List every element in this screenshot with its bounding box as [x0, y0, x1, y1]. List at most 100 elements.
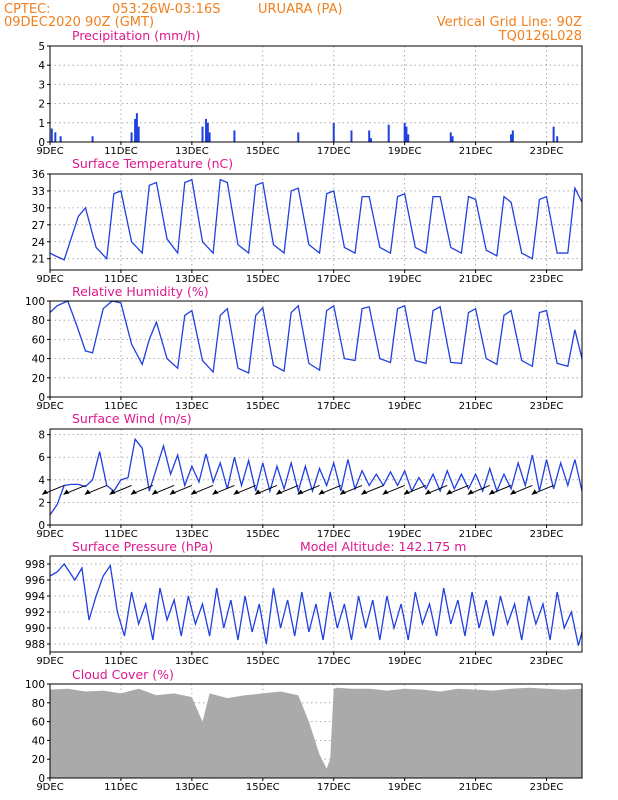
precip-bar [205, 118, 208, 142]
precip-bar [201, 126, 204, 142]
precip-frame [49, 45, 583, 143]
header-coords: 053:26W-03:16S [112, 2, 220, 17]
cloud-xtick-label: 15DEC [246, 782, 280, 793]
wind-arrowhead [63, 489, 70, 495]
precip-xtick-label: 13DEC [175, 146, 209, 157]
wind-arrowhead [276, 489, 283, 495]
wind-arrowhead [191, 489, 198, 495]
header-date: 09DEC2020 90Z (GMT) [4, 15, 154, 30]
temperature-ytick-label: 27 [32, 220, 45, 232]
precip-bar [130, 132, 133, 142]
humidity-ytick-label: 60 [32, 334, 45, 346]
wind-arrowhead [84, 489, 91, 495]
wind-arrowhead [130, 489, 137, 495]
precip-bar [350, 130, 353, 142]
precip-bar [552, 126, 555, 142]
wind-arrowhead [169, 489, 176, 495]
cloud-xtick-label: 13DEC [175, 782, 209, 793]
wind-xtick-label: 21DEC [459, 529, 493, 540]
precip-bar [54, 132, 57, 142]
precip-bar [451, 136, 454, 142]
temperature-xtick-label: 9DEC [36, 274, 63, 285]
pressure-xtick-label: 15DEC [246, 656, 280, 667]
wind-panel: 0 2 4 6 8 9DEC 11DEC 13DEC 15DEC 17DEC 19DEC 21DEC 2… [36, 428, 583, 540]
temperature-frame [49, 173, 583, 271]
precip-bar [50, 128, 53, 142]
humidity-ytick-label: 80 [32, 315, 45, 327]
wind-arrowhead [510, 489, 517, 495]
humidity-ytick-label: 20 [32, 373, 45, 385]
precip-bar [206, 122, 209, 142]
wind-xtick-label: 17DEC [317, 529, 351, 540]
wind-arrowhead [42, 489, 49, 495]
humidity-ytick-label: 0 [38, 392, 45, 404]
precip-bar [407, 134, 410, 142]
precip-panel: 0 1 2 3 4 5 9DEC 11DEC 13DEC 15DEC 17DEC 19DEC 21DEC… [36, 41, 583, 157]
wind-arrowhead [361, 489, 368, 495]
precip-bar [134, 118, 137, 142]
humidity-xtick-label: 15DEC [246, 401, 280, 412]
wind-arrowhead [340, 489, 347, 495]
cloud-xtick-label: 23DEC [530, 782, 564, 793]
wind-xtick-label: 11DEC [104, 529, 138, 540]
wind-ytick-label: 4 [38, 475, 45, 487]
header-grid-note: Vertical Grid Line: 90Z [437, 15, 582, 30]
precip-bar [449, 132, 452, 142]
humidity-xtick-label: 13DEC [175, 401, 209, 412]
temperature-ytick-label: 36 [32, 169, 46, 181]
temperature-xtick-label: 17DEC [317, 274, 351, 285]
precip-bar [208, 132, 211, 142]
pressure-ytick-label: 990 [25, 623, 45, 635]
header-code: TQ0126L028 [498, 29, 582, 44]
cloud-xtick-label: 17DEC [317, 782, 351, 793]
wind-ytick-label: 2 [38, 497, 45, 509]
precip-xtick-label: 11DEC [104, 146, 138, 157]
precip-bar [403, 122, 406, 142]
temperature-ytick-label: 30 [32, 203, 45, 215]
humidity-xtick-label: 9DEC [36, 401, 63, 412]
precip-bar [297, 132, 300, 142]
precip-bar [91, 136, 94, 142]
precip-bar [510, 134, 513, 142]
wind-arrowhead [297, 489, 304, 495]
temperature-ytick-label: 21 [32, 254, 45, 266]
cloud-ytick-label: 60 [32, 717, 45, 729]
precip-ytick-label: 4 [38, 60, 45, 72]
cloud-panel: 0 20 40 60 80 100 9DEC 11DEC 13DEC 15DEC 17DEC 19DE… [25, 679, 583, 793]
temperature-panel: 21 24 27 30 33 36 9DEC 11DEC 13DEC 15DEC 17DEC 19DE… [32, 169, 583, 285]
pressure-xtick-label: 23DEC [530, 656, 564, 667]
temperature-xtick-label: 19DEC [388, 274, 422, 285]
wind-xtick-label: 9DEC [36, 529, 63, 540]
wind-arrowhead [489, 489, 496, 495]
model-altitude: Model Altitude: 142.175 m [300, 539, 466, 554]
cloud-xtick-label: 21DEC [459, 782, 493, 793]
precip-bar [368, 130, 371, 142]
cloud-ytick-label: 0 [38, 773, 45, 785]
temperature-xtick-label: 11DEC [104, 274, 138, 285]
header-station: URUARA (PA) [258, 2, 343, 17]
cloud-xtick-label: 9DEC [36, 782, 63, 793]
cloud-ytick-label: 40 [32, 735, 45, 747]
wind-arrowhead [403, 489, 410, 495]
pressure-ytick-label: 994 [25, 591, 45, 603]
precip-bar [556, 136, 559, 142]
cloud-area [50, 687, 582, 778]
cloud-frame [49, 683, 583, 779]
precip-bar [137, 126, 140, 142]
pressure-ytick-label: 988 [25, 639, 45, 651]
wind-ytick-label: 6 [38, 452, 45, 464]
wind-arrowhead [531, 489, 538, 495]
precip-xtick-label: 9DEC [36, 146, 63, 157]
precip-bar [511, 130, 514, 142]
wind-arrowhead [382, 489, 389, 495]
cloud-ytick-label: 80 [32, 698, 45, 710]
wind-arrowhead [446, 489, 453, 495]
precip-xtick-label: 15DEC [246, 146, 280, 157]
cloud-xtick-label: 11DEC [104, 782, 138, 793]
pressure-xtick-label: 19DEC [388, 656, 422, 667]
pressure-xtick-label: 9DEC [36, 656, 63, 667]
wind-arrowhead [109, 489, 116, 495]
precip-bar [233, 130, 236, 142]
humidity-xtick-label: 23DEC [530, 401, 564, 412]
